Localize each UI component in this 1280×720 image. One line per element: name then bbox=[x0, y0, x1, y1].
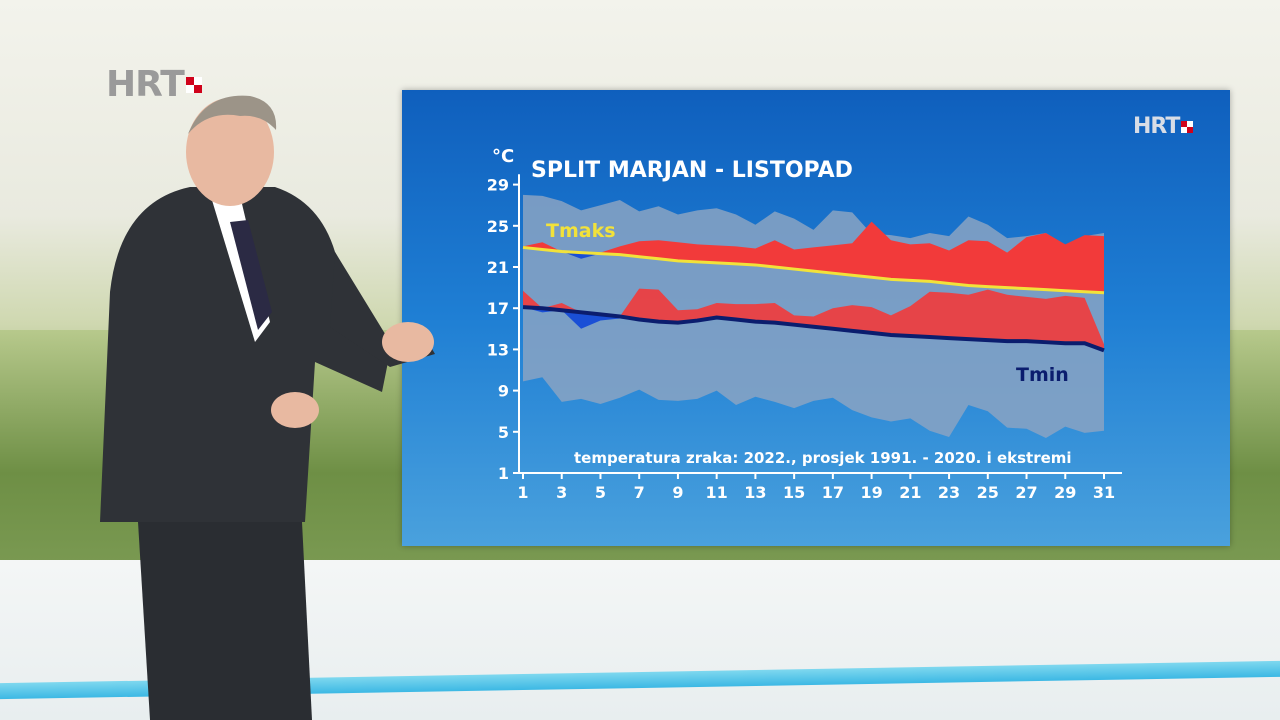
hrt-screen-logo-text: HRT bbox=[1133, 114, 1180, 139]
x-tick-label: 13 bbox=[744, 483, 766, 502]
y-tick-label: 5 bbox=[498, 423, 509, 442]
y-tick-label: 25 bbox=[487, 217, 509, 236]
hrt-screen-logo: HRT bbox=[1133, 114, 1194, 139]
y-tick-label: 13 bbox=[487, 340, 509, 359]
x-tick-label: 15 bbox=[783, 483, 805, 502]
y-unit-label: °C bbox=[492, 146, 514, 167]
y-tick-label: 17 bbox=[487, 299, 509, 318]
x-tick-label: 5 bbox=[595, 483, 606, 502]
presenter bbox=[100, 95, 435, 720]
tmin-warm-anomaly-area bbox=[523, 288, 1104, 351]
chart-subtitle: temperatura zraka: 2022., prosjek 1991. … bbox=[574, 449, 1072, 467]
y-tick-label: 1 bbox=[498, 464, 509, 483]
tmax-average-line bbox=[522, 245, 1105, 295]
checker-icon bbox=[1181, 120, 1194, 133]
x-tick-label: 19 bbox=[860, 483, 882, 502]
y-tick-label: 9 bbox=[498, 382, 509, 401]
x-tick-label: 29 bbox=[1054, 483, 1076, 502]
x-tick-label: 1 bbox=[517, 483, 528, 502]
x-tick-label: 31 bbox=[1093, 483, 1115, 502]
tmax-warm-anomaly-area bbox=[523, 221, 1104, 293]
x-tick-label: 27 bbox=[1015, 483, 1037, 502]
x-tick-label: 17 bbox=[822, 483, 844, 502]
y-tick-label: 21 bbox=[487, 258, 509, 277]
tmin-average-line bbox=[522, 305, 1105, 353]
x-tick-label: 21 bbox=[899, 483, 921, 502]
tmax-label: Tmaks bbox=[546, 220, 616, 242]
chart-title: SPLIT MARJAN - LISTOPAD bbox=[531, 158, 853, 183]
x-tick-label: 23 bbox=[938, 483, 960, 502]
checker-icon bbox=[185, 76, 202, 93]
hrt-studio-logo-text: HRT bbox=[106, 64, 185, 105]
x-tick-label: 7 bbox=[634, 483, 645, 502]
x-tick-label: 11 bbox=[706, 483, 728, 502]
hrt-studio-logo: HRT bbox=[106, 64, 202, 105]
x-tick-label: 3 bbox=[556, 483, 567, 502]
x-tick-label: 9 bbox=[672, 483, 683, 502]
x-tick-label: 25 bbox=[977, 483, 999, 502]
y-tick-label: 29 bbox=[487, 176, 509, 195]
tmin-label: Tmin bbox=[1016, 364, 1069, 386]
